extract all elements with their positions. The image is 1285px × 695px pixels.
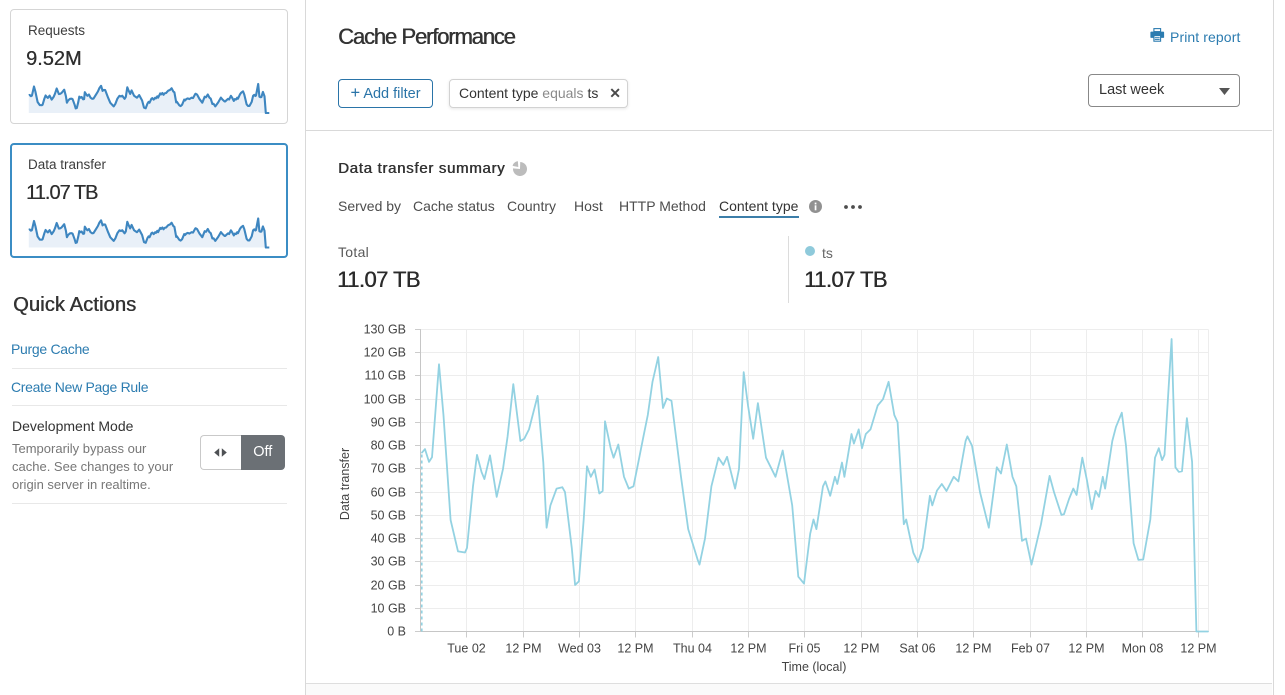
- svg-text:12 PM: 12 PM: [730, 642, 766, 656]
- svg-text:70 GB: 70 GB: [371, 462, 406, 476]
- svg-text:120 GB: 120 GB: [364, 346, 406, 360]
- svg-text:130 GB: 130 GB: [364, 323, 406, 337]
- svg-text:80 GB: 80 GB: [371, 439, 406, 453]
- svg-text:90 GB: 90 GB: [371, 416, 406, 430]
- svg-text:12 PM: 12 PM: [1180, 642, 1216, 656]
- svg-text:60 GB: 60 GB: [371, 486, 406, 500]
- svg-text:12 PM: 12 PM: [1068, 642, 1104, 656]
- svg-text:10 GB: 10 GB: [371, 602, 406, 616]
- svg-text:20 GB: 20 GB: [371, 579, 406, 593]
- svg-text:12 PM: 12 PM: [617, 642, 653, 656]
- svg-text:30 GB: 30 GB: [371, 555, 406, 569]
- svg-text:Thu 04: Thu 04: [673, 642, 712, 656]
- svg-text:Data transfer: Data transfer: [338, 448, 352, 520]
- svg-text:0 B: 0 B: [387, 625, 406, 639]
- svg-text:100 GB: 100 GB: [364, 393, 406, 407]
- svg-text:40 GB: 40 GB: [371, 532, 406, 546]
- svg-text:Wed 03: Wed 03: [558, 642, 601, 656]
- svg-text:12 PM: 12 PM: [955, 642, 991, 656]
- svg-text:Fri 05: Fri 05: [789, 642, 821, 656]
- svg-text:Mon 08: Mon 08: [1122, 642, 1164, 656]
- svg-text:50 GB: 50 GB: [371, 509, 406, 523]
- svg-text:12 PM: 12 PM: [843, 642, 879, 656]
- svg-text:Feb 07: Feb 07: [1011, 642, 1050, 656]
- svg-text:Sat 06: Sat 06: [899, 642, 935, 656]
- svg-text:Tue 02: Tue 02: [447, 642, 486, 656]
- svg-text:Time (local): Time (local): [782, 660, 847, 674]
- svg-text:110 GB: 110 GB: [365, 369, 406, 383]
- svg-text:12 PM: 12 PM: [505, 642, 541, 656]
